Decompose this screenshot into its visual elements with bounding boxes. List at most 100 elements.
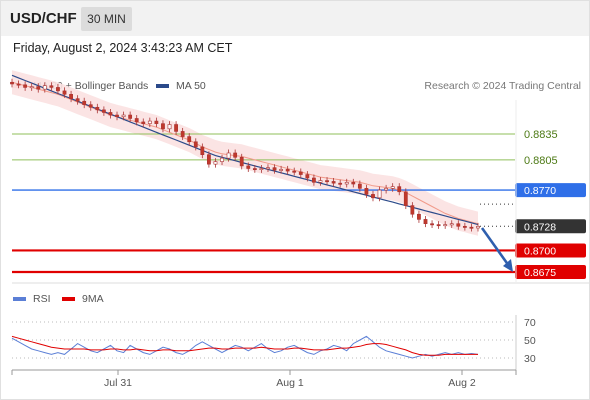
candle-body	[147, 120, 152, 124]
candle-body	[200, 146, 205, 155]
candle-body	[436, 224, 441, 227]
candle-body	[69, 94, 73, 99]
legend-rsi-ma: 9MA	[62, 293, 104, 305]
candle-body	[331, 181, 336, 184]
candle-body	[95, 106, 100, 111]
candle-body	[128, 114, 133, 119]
candle-body	[338, 182, 343, 185]
candle-body	[108, 112, 113, 116]
candle-body	[154, 120, 159, 124]
candle-body	[226, 152, 231, 159]
rsi-ma-swatch	[62, 297, 75, 301]
resistance-label: 0.8835	[524, 129, 558, 141]
rsi-swatch	[13, 297, 26, 301]
resistance-label: 0.8805	[524, 155, 558, 167]
rsi-level-label: 50	[524, 335, 536, 347]
candle-body	[292, 170, 297, 173]
candle-body	[220, 157, 224, 162]
x-tick-label: Jul 31	[104, 377, 132, 389]
candle-body	[167, 124, 172, 130]
candle-body	[344, 182, 349, 185]
candle-body	[134, 118, 139, 123]
candle-body	[312, 177, 316, 183]
candle-body	[207, 154, 211, 165]
candle-body	[423, 219, 428, 224]
timeframe-button[interactable]: 30 MIN	[81, 7, 132, 31]
legend-rsi: RSI	[13, 293, 51, 305]
last-price-label: 0.8728	[524, 221, 556, 233]
candle-body	[23, 84, 28, 88]
legend-ma50: MA 50	[156, 80, 206, 92]
projection-arrow-head	[503, 259, 513, 272]
candle-body	[298, 171, 303, 175]
candle-body	[390, 186, 395, 189]
rsi-level-label: 70	[524, 317, 536, 329]
candle-body	[62, 90, 67, 95]
candle-body	[456, 223, 461, 227]
toolbar: USD/CHF 30 MIN	[0, 0, 590, 36]
support-label-box	[515, 265, 586, 279]
candle-body	[187, 136, 192, 143]
candle-body	[285, 169, 290, 172]
rsi-ma-label: 9MA	[82, 293, 104, 305]
ma50-swatch	[156, 84, 169, 88]
candle-body	[318, 180, 323, 183]
x-tick-label: Aug 2	[448, 377, 476, 389]
candle-body	[410, 205, 415, 215]
candle-body	[193, 141, 198, 148]
pivot-label-box	[515, 183, 586, 198]
candle-body	[115, 114, 119, 118]
candle-body	[75, 98, 80, 102]
candle-body	[233, 152, 238, 158]
candle-body	[56, 87, 60, 92]
candle-body	[174, 124, 178, 132]
candle-body	[49, 85, 54, 88]
symbol-title: USD/CHF	[10, 10, 77, 27]
candle-body	[371, 194, 375, 199]
candle-body	[469, 226, 474, 229]
candle-body	[16, 83, 21, 86]
candle-body	[10, 81, 14, 85]
support-label-box	[515, 243, 586, 258]
candle-body	[141, 121, 146, 124]
chart-datetime: Friday, August 2, 2024 3:43:23 AM CET	[13, 41, 233, 55]
candle-body	[239, 156, 244, 167]
rsi-level-label: 30	[524, 353, 536, 365]
candle-body	[161, 123, 165, 130]
candle-body	[88, 104, 93, 108]
rsi-label: RSI	[33, 293, 51, 305]
x-tick-label: Aug 1	[276, 377, 304, 389]
ma50-label: MA 50	[176, 80, 206, 92]
bollinger-band	[12, 70, 478, 236]
candle-body	[462, 225, 467, 228]
candle-body	[430, 223, 434, 226]
last-price-box	[515, 219, 586, 234]
candle-body	[259, 168, 264, 171]
support-label: 0.8675	[524, 267, 556, 279]
candle-body	[246, 165, 251, 169]
candle-body	[443, 224, 448, 227]
candle-body	[42, 85, 47, 90]
candle-body	[325, 180, 329, 183]
candle-body	[449, 223, 454, 226]
candle-body	[82, 100, 87, 105]
candle-body	[403, 191, 408, 206]
candle-body	[357, 183, 362, 189]
candle-body	[417, 213, 421, 220]
candle-body	[121, 114, 126, 118]
candle-body	[101, 109, 106, 113]
candle-body	[272, 167, 277, 171]
candle-body	[397, 186, 402, 193]
candle-body	[476, 225, 480, 229]
candle-body	[384, 188, 389, 191]
candle-body	[213, 161, 218, 165]
projection-arrow-line	[480, 227, 511, 267]
pivot-label: 0.8770	[524, 185, 556, 197]
candle-body	[279, 169, 283, 171]
candle-body	[305, 174, 310, 179]
candle-body	[180, 131, 185, 137]
candle-body	[36, 86, 41, 90]
rsi-ma-line	[11, 335, 478, 356]
candle-body	[29, 86, 34, 89]
